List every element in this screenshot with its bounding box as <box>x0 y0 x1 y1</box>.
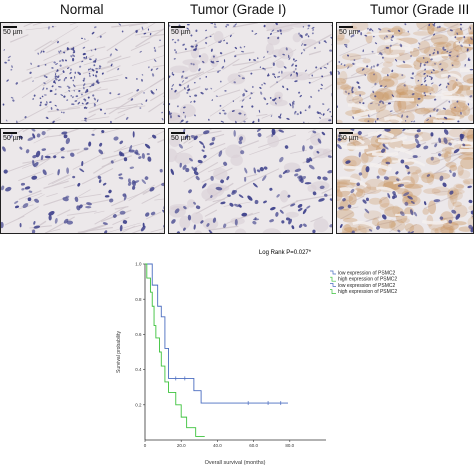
plot-frame <box>144 264 326 441</box>
y-tick-label: 1.0 <box>135 262 142 267</box>
scale-bar: 50 µm <box>339 26 359 37</box>
micrograph-grade-iii-high-mag: 50 µm <box>336 128 474 234</box>
scale-bar: 50 µm <box>3 132 23 143</box>
micrograph-normal-high-mag: 50 µm <box>0 128 165 234</box>
micrograph-grade-iii-low-mag: 50 µm <box>336 22 474 124</box>
y-tick-label: 0.2 <box>135 402 142 407</box>
column-title-normal: Normal <box>60 2 104 17</box>
y-tick-label: 0.4 <box>135 367 142 372</box>
x-tick-label: 60.0 <box>249 443 258 448</box>
x-tick-label: 0 <box>144 443 147 448</box>
x-tick-label: 20.0 <box>177 443 186 448</box>
micrograph-grade-i-high-mag: 50 µm <box>168 128 333 234</box>
scale-bar: 50 µm <box>171 132 191 143</box>
svg-text:high expression of PSMC2: high expression of PSMC2 <box>338 277 397 283</box>
legend-entry: low expression of PSMC2 <box>330 283 395 289</box>
chart-title: Log Rank P=0.027* <box>259 250 312 256</box>
y-axis-label: Survival probability <box>116 331 122 373</box>
micrograph-grade-i-low-mag: 50 µm <box>168 22 333 124</box>
svg-text:high expression of PSMC2: high expression of PSMC2 <box>338 289 397 295</box>
x-axis-label: Overall survival (months) <box>205 460 266 466</box>
x-tick-label: 40.0 <box>213 443 222 448</box>
x-tick-label: 80.0 <box>285 443 294 448</box>
svg-text:low expression of PSMC2: low expression of PSMC2 <box>338 271 395 277</box>
survival-curve-low <box>145 263 288 404</box>
survival-curve-high <box>145 263 205 437</box>
scale-bar: 50 µm <box>339 132 359 143</box>
column-title-grade-iii: Tumor (Grade III <box>370 2 470 17</box>
scale-bar: 50 µm <box>171 26 191 37</box>
scale-bar: 50 µm <box>3 26 23 37</box>
legend-entry: high expression of PSMC2 <box>330 289 397 295</box>
y-tick-label: 0.8 <box>135 297 142 302</box>
svg-text:low expression of PSMC2: low expression of PSMC2 <box>338 283 395 289</box>
column-title-grade-i: Tumor (Grade I) <box>190 2 287 17</box>
y-tick-label: 0.6 <box>135 332 142 337</box>
kaplan-meier-chart: Log Rank P=0.027* 0.2 0.4 0.6 0.8 1.0 0 20.0 4… <box>116 250 397 466</box>
legend-entry: low expression of PSMC2 <box>330 271 395 277</box>
legend-entry: high expression of PSMC2 <box>330 277 397 283</box>
micrograph-normal-low-mag: 50 µm <box>0 22 165 124</box>
